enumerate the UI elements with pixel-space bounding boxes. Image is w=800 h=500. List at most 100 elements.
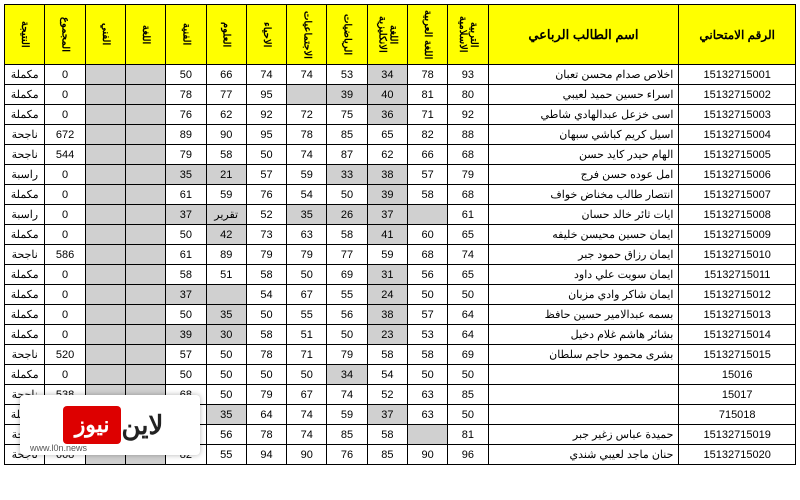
- cell-score: 59: [367, 245, 407, 265]
- cell-score: 79: [327, 345, 367, 365]
- cell-score: 87: [327, 145, 367, 165]
- cell-result: مكملة: [5, 65, 45, 85]
- cell-score: 39: [327, 85, 367, 105]
- cell-score: 61: [448, 205, 488, 225]
- cell-score: 50: [206, 365, 246, 385]
- cell-score: 81: [407, 85, 447, 105]
- cell-score: [287, 85, 327, 105]
- cell-score: 89: [166, 125, 206, 145]
- cell-result: ناجحة: [5, 145, 45, 165]
- cell-score: 52: [246, 205, 286, 225]
- cell-result: مكملة: [5, 85, 45, 105]
- cell-score: 50: [448, 405, 488, 425]
- table-row: 15132715011ايمان سويت علي داود6556316950…: [5, 265, 796, 285]
- cell-id: 15132715004: [679, 125, 796, 145]
- cell-score: [85, 365, 125, 385]
- cell-score: 50: [448, 285, 488, 305]
- cell-name: ايات ثائر خالد حسان: [488, 205, 679, 225]
- cell-score: 42: [206, 225, 246, 245]
- table-row: 15132715015بشرى محمود حاجم سلطان69585879…: [5, 345, 796, 365]
- cell-id: 15017: [679, 385, 796, 405]
- cell-score: [85, 245, 125, 265]
- cell-score: 68: [407, 245, 447, 265]
- cell-score: 34: [327, 365, 367, 385]
- cell-score: 72: [287, 105, 327, 125]
- cell-total: 0: [45, 305, 85, 325]
- cell-score: 53: [407, 325, 447, 345]
- cell-name: الهام حيدر كايد حسن: [488, 145, 679, 165]
- cell-id: 15132715013: [679, 305, 796, 325]
- cell-score: 77: [327, 245, 367, 265]
- cell-id: 15132715007: [679, 185, 796, 205]
- cell-score: [85, 105, 125, 125]
- cell-score: 68: [448, 145, 488, 165]
- cell-score: 59: [287, 165, 327, 185]
- cell-score: [126, 65, 166, 85]
- cell-score: 68: [448, 185, 488, 205]
- cell-score: [85, 285, 125, 305]
- cell-score: 73: [246, 225, 286, 245]
- cell-score: 58: [367, 345, 407, 365]
- table-row: 1501650505434505050500مكملة: [5, 365, 796, 385]
- cell-score: 85: [448, 385, 488, 405]
- header-subj-4: الاجتماعيات: [287, 5, 327, 65]
- cell-score: 80: [448, 85, 488, 105]
- cell-total: 672: [45, 125, 85, 145]
- cell-score: 50: [166, 225, 206, 245]
- cell-score: [85, 325, 125, 345]
- cell-score: 37: [166, 285, 206, 305]
- cell-score: 56: [327, 305, 367, 325]
- cell-score: [126, 245, 166, 265]
- cell-name: حنان ماجد لعيبي شندي: [488, 445, 679, 465]
- cell-score: 50: [246, 365, 286, 385]
- cell-score: 50: [166, 305, 206, 325]
- cell-name: ايمان رزاق حمود جبر: [488, 245, 679, 265]
- cell-score: [85, 85, 125, 105]
- table-row: 15132715012ايمان شاكر وادي مزبان50502455…: [5, 285, 796, 305]
- cell-score: 50: [327, 325, 367, 345]
- cell-name: اسيل كريم كباشي سبهان: [488, 125, 679, 145]
- cell-score: 85: [367, 445, 407, 465]
- header-name: اسم الطالب الرباعي: [488, 5, 679, 65]
- cell-total: 0: [45, 325, 85, 345]
- cell-score: 58: [206, 145, 246, 165]
- cell-score: 67: [287, 385, 327, 405]
- cell-score: [85, 125, 125, 145]
- cell-total: 0: [45, 105, 85, 125]
- cell-score: 78: [246, 345, 286, 365]
- cell-score: [85, 305, 125, 325]
- cell-score: [126, 145, 166, 165]
- cell-score: 74: [287, 425, 327, 445]
- cell-score: 50: [407, 285, 447, 305]
- cell-score: [126, 345, 166, 365]
- cell-score: 50: [448, 365, 488, 385]
- cell-score: تقرير: [206, 205, 246, 225]
- cell-score: 26: [327, 205, 367, 225]
- cell-result: راسبة: [5, 205, 45, 225]
- cell-score: 31: [367, 265, 407, 285]
- cell-score: 37: [367, 205, 407, 225]
- cell-score: [126, 185, 166, 205]
- cell-total: 0: [45, 285, 85, 305]
- cell-score: 50: [166, 365, 206, 385]
- cell-score: 35: [206, 305, 246, 325]
- cell-score: 38: [367, 305, 407, 325]
- logo-url: www.l0n.news: [30, 443, 87, 453]
- cell-score: [85, 345, 125, 365]
- cell-score: [85, 225, 125, 245]
- cell-score: [126, 105, 166, 125]
- cell-result: مكملة: [5, 105, 45, 125]
- cell-name: ايمان شاكر وادي مزبان: [488, 285, 679, 305]
- cell-score: 74: [246, 65, 286, 85]
- cell-score: 53: [327, 65, 367, 85]
- cell-score: 30: [206, 325, 246, 345]
- cell-score: 61: [166, 185, 206, 205]
- cell-score: 78: [287, 125, 327, 145]
- cell-score: [126, 365, 166, 385]
- cell-score: 71: [407, 105, 447, 125]
- cell-result: مكملة: [5, 225, 45, 245]
- cell-score: [126, 225, 166, 245]
- header-row: الرقم الامتحاني اسم الطالب الرباعي الترب…: [5, 5, 796, 65]
- cell-id: 15132715008: [679, 205, 796, 225]
- cell-score: 90: [407, 445, 447, 465]
